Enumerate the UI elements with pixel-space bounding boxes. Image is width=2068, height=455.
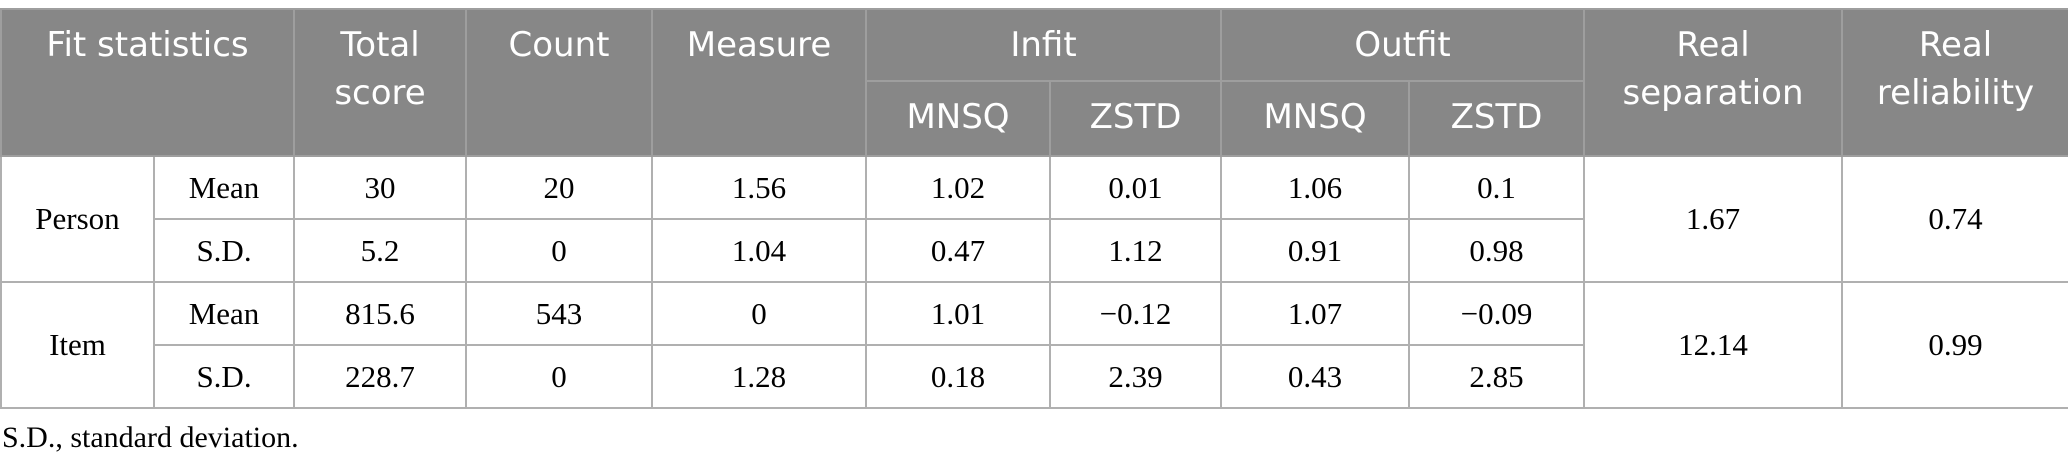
col-header-real-separation-label: Real separation: [1622, 25, 1804, 113]
table-footnote: S.D., standard deviation.: [2, 421, 299, 454]
cell-item-sd-outfit-zstd: 2.85: [1408, 344, 1586, 409]
cell-person-mean-infit-zstd: 0.01: [1049, 155, 1223, 220]
col-header-real-reliability: Real reliability: [1841, 8, 2068, 157]
stat-label-person-sd: S.D.: [152, 218, 296, 283]
col-subheader-infit-mnsq: MNSQ: [865, 80, 1052, 157]
cell-person-mean-outfit-mnsq: 1.06: [1220, 155, 1411, 220]
cell-person-sd-total-score: 5.2: [293, 218, 468, 283]
cell-person-sd-infit-zstd: 1.12: [1049, 218, 1223, 283]
header-row-subcolumns: MNSQ ZSTD MNSQ ZSTD: [1, 80, 2068, 157]
col-header-measure: Measure: [651, 8, 868, 157]
cell-person-sd-outfit-mnsq: 0.91: [1220, 218, 1411, 283]
cell-item-mean-outfit-zstd: −0.09: [1408, 281, 1586, 346]
row-label-item: Item: [0, 281, 155, 409]
col-subheader-outfit-mnsq: MNSQ: [1220, 80, 1411, 157]
stat-label-item-mean: Mean: [152, 281, 296, 346]
cell-item-sd-infit-zstd: 2.39: [1049, 344, 1223, 409]
row-item-mean: Item Mean 815.6 543 0 1.01 −0.12 1.07 −0…: [0, 281, 2068, 409]
cell-item-sd-count: 0: [465, 344, 654, 409]
stat-label-item-sd: S.D.: [152, 344, 296, 409]
col-subheader-outfit-zstd: ZSTD: [1408, 80, 1586, 157]
row-label-person: Person: [0, 155, 155, 283]
col-header-infit: Infit: [865, 8, 1223, 82]
cell-item-mean-total-score: 815.6: [293, 281, 468, 346]
cell-item-sd-measure: 1.28: [651, 344, 868, 409]
header-row-groups: Fit statistics Total score Count Measure…: [0, 8, 2068, 157]
page: Fit statistics Total score Count Measure…: [0, 8, 2068, 454]
cell-item-mean-infit-mnsq: 1.01: [865, 281, 1052, 346]
row-person-mean: Person Mean 30 20 1.56 1.02 0.01 1.06 0.…: [0, 155, 2068, 283]
cell-item-real-reliability: 0.99: [1841, 281, 2068, 409]
stat-label-person-mean: Mean: [152, 155, 296, 220]
col-header-count: Count: [465, 8, 654, 157]
col-header-outfit: Outfit: [1220, 8, 1586, 82]
table-body: Person Mean 30 20 1.56 1.02 0.01 1.06 0.…: [0, 155, 2068, 409]
row-item-sd: S.D. 228.7 0 1.28 0.18 2.39 0.43 2.85: [1, 344, 2068, 409]
col-header-real-separation: Real separation: [1583, 8, 1844, 157]
col-header-fit-statistics: Fit statistics: [0, 8, 296, 157]
cell-person-sd-count: 0: [465, 218, 654, 283]
cell-person-real-separation: 1.67: [1583, 155, 1844, 283]
cell-person-real-reliability: 0.74: [1841, 155, 2068, 283]
cell-person-mean-count: 20: [465, 155, 654, 220]
cell-item-mean-outfit-mnsq: 1.07: [1220, 281, 1411, 346]
cell-person-mean-infit-mnsq: 1.02: [865, 155, 1052, 220]
cell-item-sd-outfit-mnsq: 0.43: [1220, 344, 1411, 409]
cell-person-mean-measure: 1.56: [651, 155, 868, 220]
cell-person-sd-infit-mnsq: 0.47: [865, 218, 1052, 283]
col-header-total-score: Total score: [293, 8, 468, 157]
col-header-total-score-label: Total score: [334, 25, 426, 113]
col-header-real-reliability-label: Real reliability: [1876, 25, 2035, 113]
cell-item-sd-total-score: 228.7: [293, 344, 468, 409]
fit-statistics-table: Fit statistics Total score Count Measure…: [0, 8, 2068, 409]
cell-person-mean-total-score: 30: [293, 155, 468, 220]
cell-item-sd-infit-mnsq: 0.18: [865, 344, 1052, 409]
col-subheader-infit-zstd: ZSTD: [1049, 80, 1223, 157]
cell-person-mean-outfit-zstd: 0.1: [1408, 155, 1586, 220]
cell-item-real-separation: 12.14: [1583, 281, 1844, 409]
cell-item-mean-infit-zstd: −0.12: [1049, 281, 1223, 346]
table-header: Fit statistics Total score Count Measure…: [0, 8, 2068, 157]
cell-item-mean-count: 543: [465, 281, 654, 346]
cell-person-sd-outfit-zstd: 0.98: [1408, 218, 1586, 283]
cell-item-mean-measure: 0: [651, 281, 868, 346]
cell-person-sd-measure: 1.04: [651, 218, 868, 283]
row-person-sd: S.D. 5.2 0 1.04 0.47 1.12 0.91 0.98: [1, 218, 2068, 283]
